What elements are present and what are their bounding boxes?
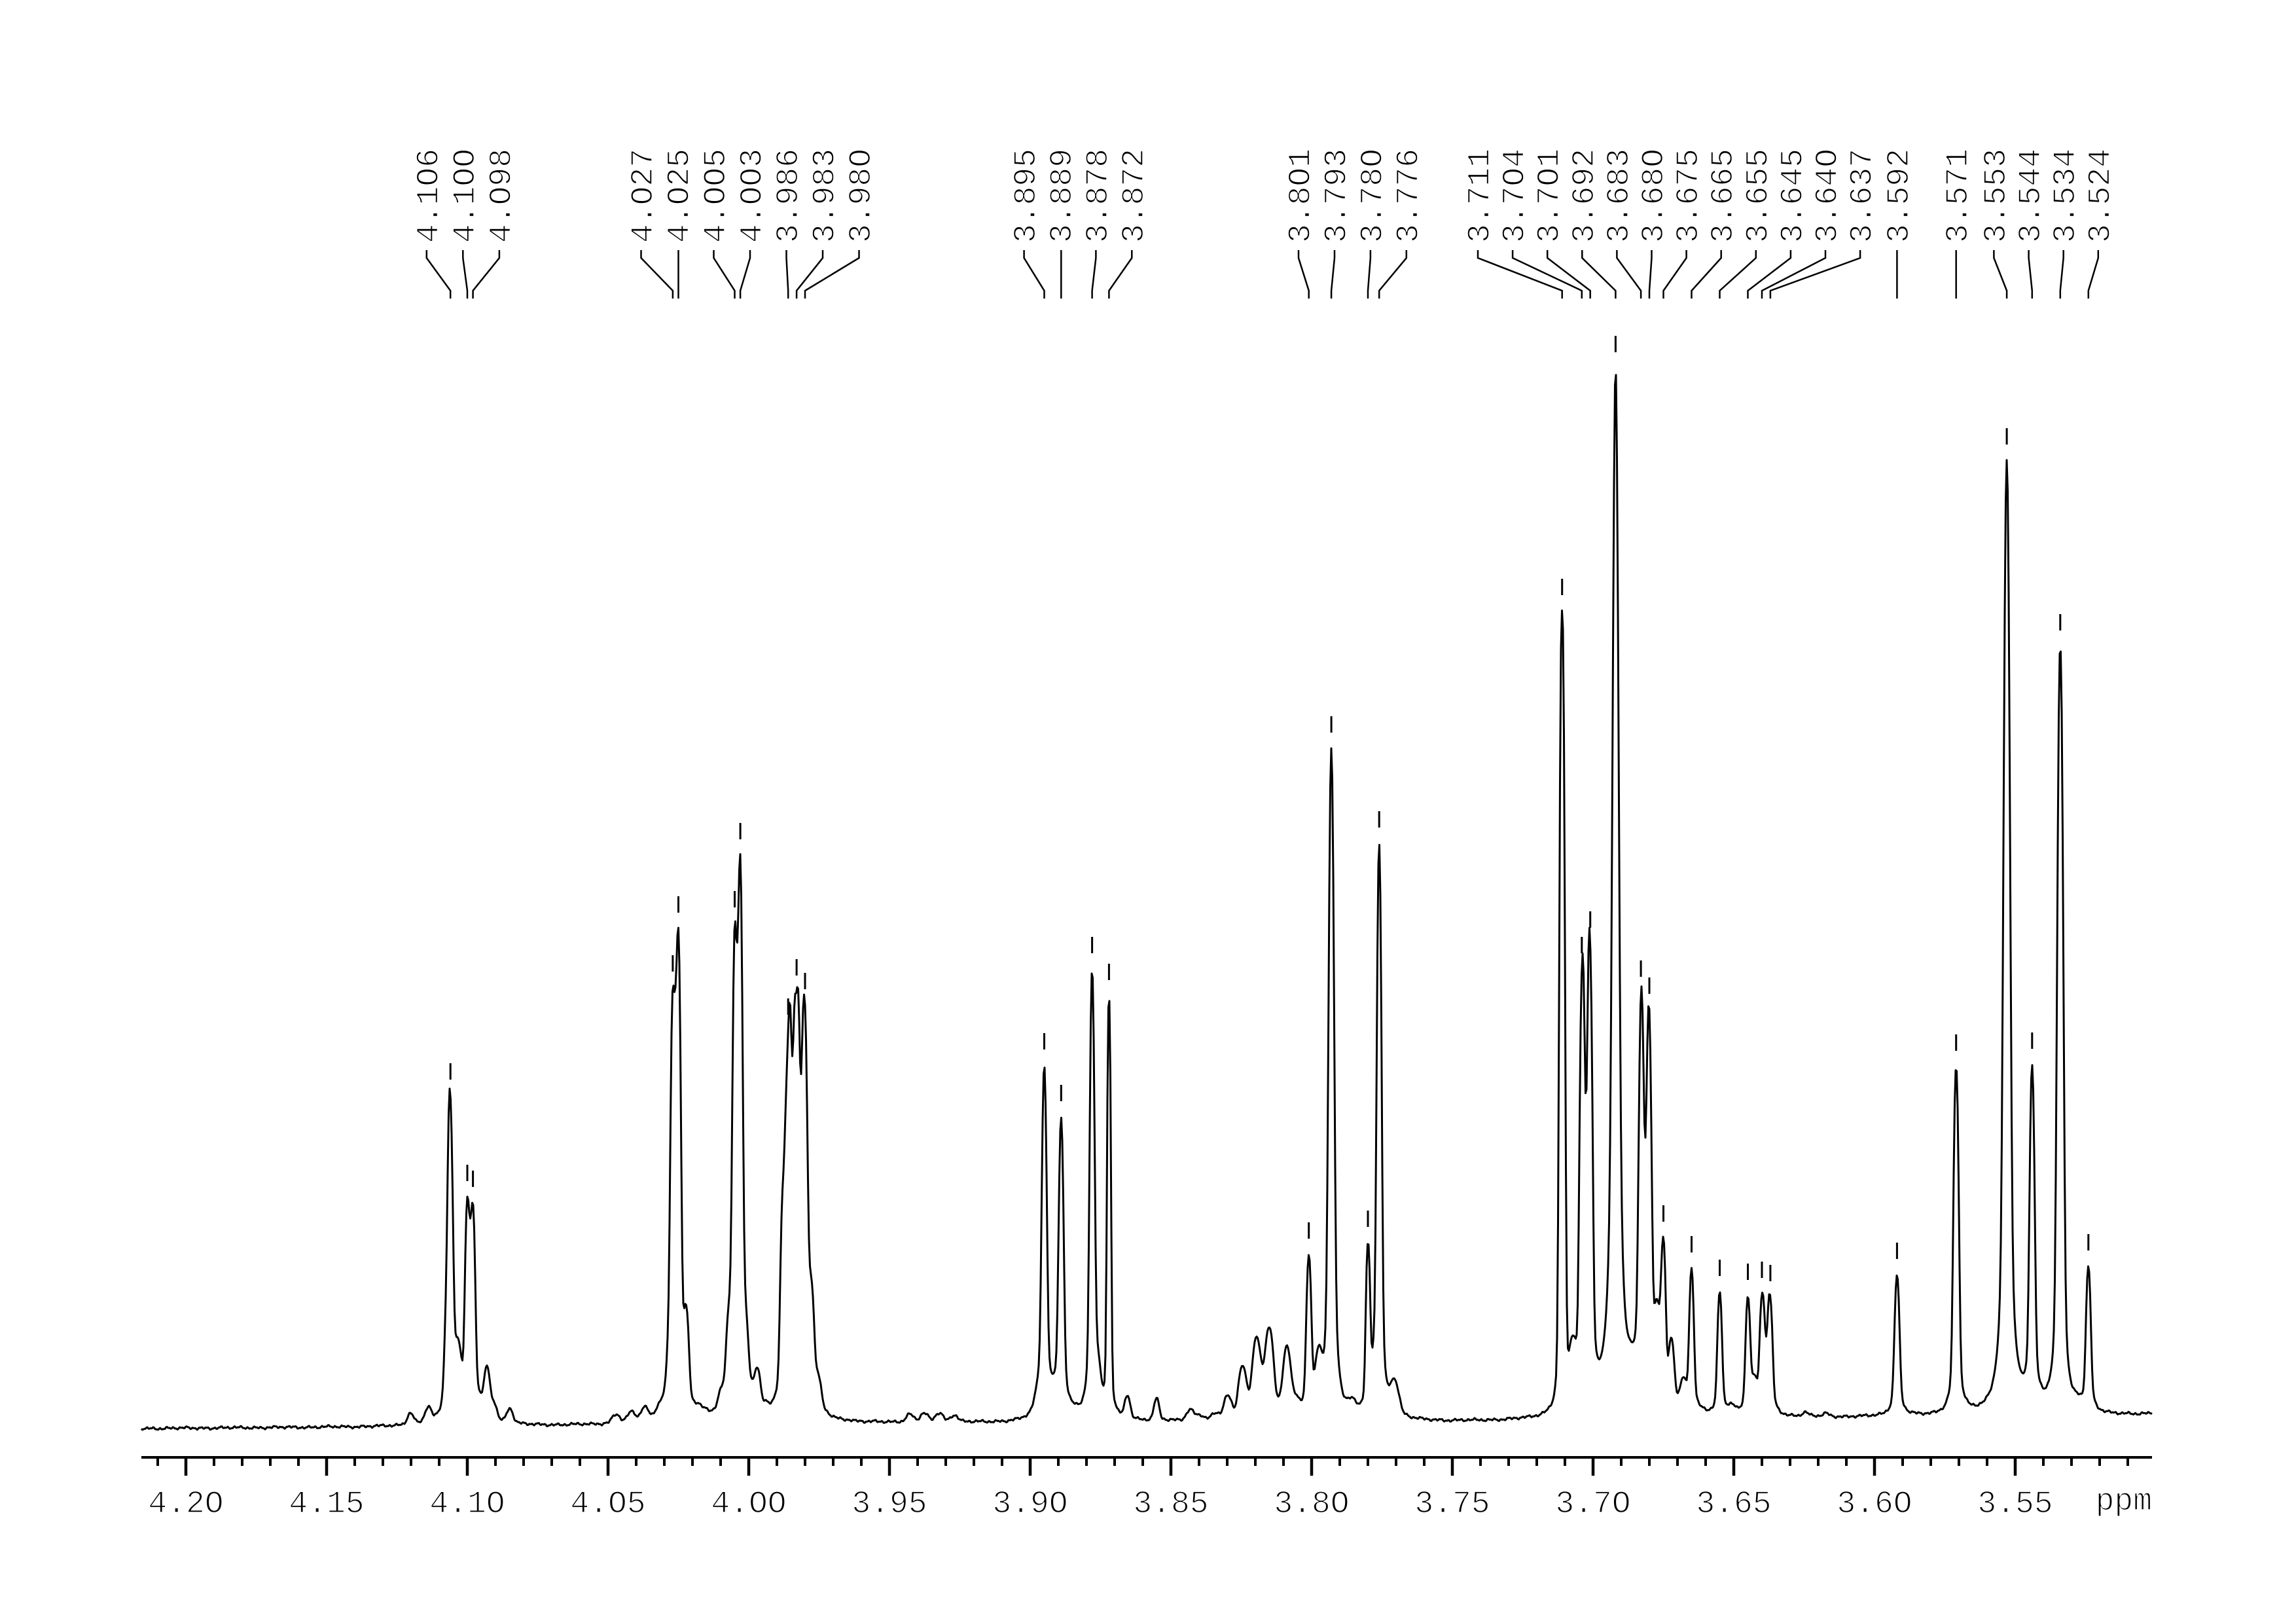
svg-text:3.8O: 3.8O: [1274, 1487, 1349, 1522]
svg-text:4.OO: 4.OO: [711, 1487, 786, 1522]
svg-text:3.85: 3.85: [1133, 1487, 1208, 1522]
svg-text:3.711: 3.711: [1463, 149, 1499, 243]
svg-text:3.793: 3.793: [1320, 149, 1355, 243]
svg-text:4.O5: 4.O5: [570, 1487, 645, 1522]
svg-text:ppm: ppm: [2096, 1484, 2152, 1520]
svg-text:3.68O: 3.68O: [1637, 149, 1672, 243]
svg-text:4.O27: 4.O27: [626, 149, 662, 243]
svg-text:4.O98: 4.O98: [484, 149, 520, 243]
svg-text:3.895: 3.895: [1009, 149, 1045, 243]
svg-text:4.1OO: 4.1OO: [448, 149, 484, 243]
svg-text:3.75: 3.75: [1414, 1487, 1490, 1522]
svg-text:3.986: 3.986: [772, 149, 807, 243]
svg-text:3.55: 3.55: [1977, 1487, 2053, 1522]
svg-text:3.872: 3.872: [1117, 149, 1153, 243]
svg-text:3.675: 3.675: [1672, 149, 1707, 243]
svg-text:3.7O1: 3.7O1: [1533, 149, 1568, 243]
svg-text:3.776: 3.776: [1391, 149, 1427, 243]
svg-text:3.78O: 3.78O: [1355, 149, 1391, 243]
svg-text:3.6O: 3.6O: [1837, 1487, 1912, 1522]
svg-text:3.524: 3.524: [2083, 149, 2119, 243]
svg-text:4.OO5: 4.OO5: [699, 149, 734, 243]
svg-text:4.1O6: 4.1O6: [412, 149, 447, 243]
svg-text:3.7O: 3.7O: [1555, 1487, 1630, 1522]
svg-text:4.1O: 4.1O: [429, 1487, 505, 1522]
svg-text:4.2O: 4.2O: [148, 1487, 223, 1522]
svg-text:3.592: 3.592: [1882, 149, 1918, 243]
svg-text:3.665: 3.665: [1706, 149, 1742, 243]
svg-text:3.8O1: 3.8O1: [1284, 149, 1319, 243]
svg-text:3.655: 3.655: [1741, 149, 1776, 243]
svg-text:3.544: 3.544: [2014, 149, 2049, 243]
svg-text:4.O25: 4.O25: [663, 149, 698, 243]
svg-text:3.645: 3.645: [1776, 149, 1811, 243]
svg-text:3.637: 3.637: [1846, 149, 1881, 243]
svg-text:4.OO3: 4.OO3: [736, 149, 771, 243]
svg-text:3.692: 3.692: [1568, 149, 1603, 243]
svg-text:3.95: 3.95: [852, 1487, 927, 1522]
svg-text:3.64O: 3.64O: [1811, 149, 1846, 243]
svg-text:3.889: 3.889: [1045, 149, 1081, 243]
svg-text:3.9O: 3.9O: [992, 1487, 1067, 1522]
svg-text:3.7O4: 3.7O4: [1498, 149, 1534, 243]
svg-text:3.553: 3.553: [1979, 149, 2015, 243]
svg-text:4.15: 4.15: [289, 1487, 364, 1522]
svg-text:3.571: 3.571: [1941, 149, 1977, 243]
svg-text:3.683: 3.683: [1602, 149, 1638, 243]
svg-text:3.98O: 3.98O: [844, 149, 880, 243]
svg-text:3.65: 3.65: [1696, 1487, 1771, 1522]
svg-text:3.878: 3.878: [1081, 149, 1117, 243]
svg-text:3.534: 3.534: [2049, 149, 2084, 243]
svg-text:3.983: 3.983: [808, 149, 844, 243]
